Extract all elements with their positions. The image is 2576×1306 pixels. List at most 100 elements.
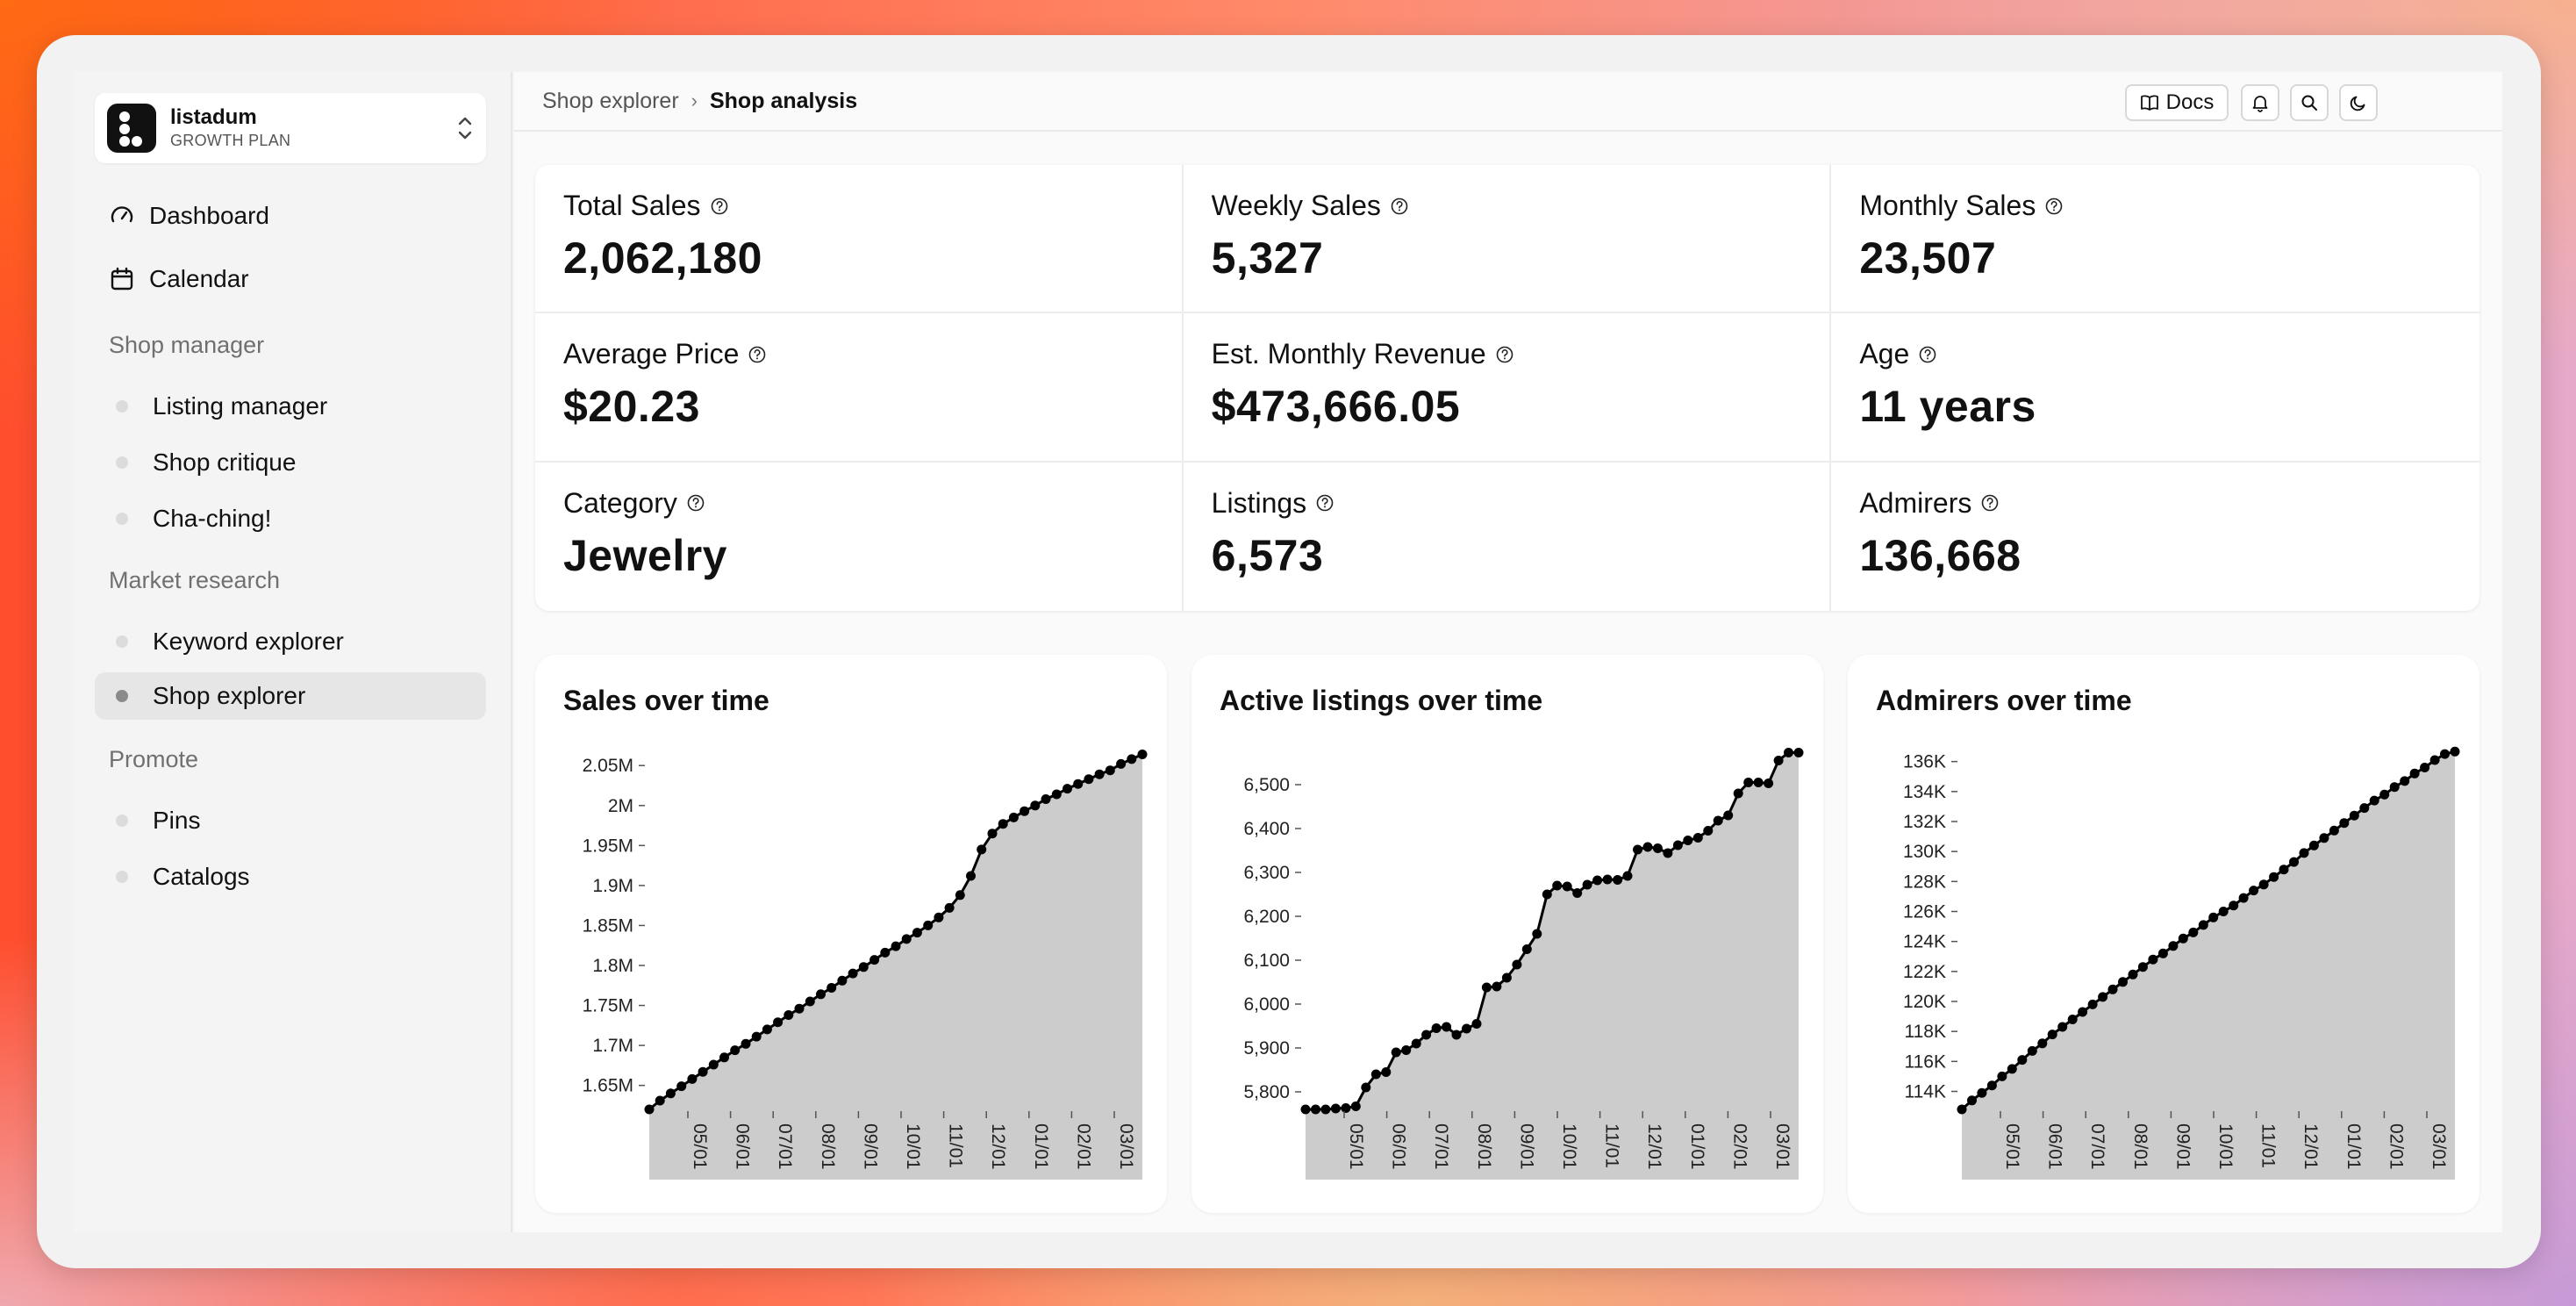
data-point: [1957, 1104, 1967, 1115]
data-point: [1300, 1104, 1311, 1115]
data-point: [1137, 750, 1148, 759]
y-tick-label: 6,000: [1243, 994, 1290, 1015]
workspace-plan: GROWTH PLAN: [170, 132, 291, 149]
docs-button-label: Docs: [2165, 90, 2215, 114]
data-point: [1997, 1071, 2007, 1081]
data-point: [1743, 778, 1754, 787]
docs-button[interactable]: Docs: [2125, 84, 2229, 121]
stat-value: 5,327: [1211, 233, 1324, 283]
data-point: [784, 1010, 794, 1020]
sidebar: listadum GROWTH PLAN Dashboard Calendar …: [74, 72, 512, 1232]
y-tick-label: 124K: [1903, 932, 1946, 952]
data-point: [2067, 1015, 2078, 1024]
data-point: [1462, 1023, 1471, 1034]
data-point: [1542, 889, 1552, 900]
sidebar-item-cha-ching[interactable]: Cha-ching!: [95, 495, 486, 542]
help-circle-icon[interactable]: [748, 345, 767, 364]
help-circle-icon[interactable]: [686, 493, 705, 513]
sidebar-item-catalogs[interactable]: Catalogs: [95, 853, 486, 901]
data-point: [1451, 1030, 1462, 1040]
data-point: [1492, 981, 1502, 992]
y-tick-label: 2.05M: [583, 756, 633, 776]
help-circle-icon[interactable]: [1980, 493, 2000, 513]
data-point: [869, 955, 880, 965]
data-point: [1613, 875, 1623, 885]
y-tick-label: 114K: [1905, 1082, 1947, 1102]
help-circle-icon[interactable]: [1918, 345, 1937, 364]
data-point: [2339, 818, 2350, 829]
stat-value: 136,668: [1859, 530, 2021, 580]
x-tick-label: 09/01: [1516, 1123, 1536, 1170]
stat-label: Category: [563, 486, 677, 519]
search-button[interactable]: [2290, 84, 2329, 121]
stat-weekly-sales: Weekly Sales 5,327: [1183, 165, 1832, 314]
x-tick-label: 06/01: [2045, 1123, 2065, 1170]
data-point: [2148, 954, 2158, 965]
data-point: [891, 941, 901, 951]
breadcrumb-current: Shop analysis: [709, 88, 858, 113]
data-point: [2258, 879, 2269, 890]
data-point: [2078, 1007, 2088, 1017]
data-point: [1784, 748, 1793, 757]
x-tick-label: 01/01: [2343, 1123, 2364, 1170]
sidebar-item-keyword-explorer[interactable]: Keyword explorer: [95, 618, 486, 665]
notifications-button[interactable]: [2241, 84, 2279, 121]
moon-icon: [2350, 96, 2365, 111]
stat-age: Age 11 years: [1831, 313, 2479, 463]
area-fill: [649, 754, 1142, 1180]
x-tick-label: 12/01: [2301, 1123, 2321, 1170]
data-point: [794, 1003, 805, 1014]
data-point: [1471, 1019, 1482, 1029]
sidebar-item-label: Cha-ching!: [153, 505, 272, 532]
data-point: [2098, 992, 2108, 1002]
data-point: [1692, 833, 1703, 843]
data-point: [934, 912, 944, 922]
data-point: [805, 996, 815, 1007]
stat-value: 11 years: [1859, 382, 2036, 432]
sidebar-item-shop-critique[interactable]: Shop critique: [95, 439, 486, 486]
data-point: [1642, 842, 1653, 852]
admirers-chart-card: Admirers over time 114K 116K 118K 120K 122K 1…: [1848, 655, 2479, 1213]
data-point: [880, 947, 891, 958]
sidebar-item-shop-explorer[interactable]: Shop explorer: [95, 672, 486, 720]
data-point: [2017, 1055, 2028, 1066]
y-tick-label: 1.7M: [592, 1036, 633, 1056]
nav-dashboard[interactable]: Dashboard: [95, 191, 486, 240]
data-point: [708, 1059, 719, 1070]
data-point: [1073, 779, 1084, 789]
data-point: [1020, 806, 1030, 816]
help-circle-icon[interactable]: [1315, 493, 1335, 513]
data-point: [998, 819, 1008, 829]
section-promote: Promote: [109, 746, 199, 772]
data-point: [2269, 872, 2279, 882]
theme-toggle-button[interactable]: [2339, 84, 2378, 121]
breadcrumb-parent[interactable]: Shop explorer: [542, 88, 679, 113]
data-point: [2128, 969, 2138, 980]
data-point: [2057, 1022, 2068, 1032]
help-circle-icon[interactable]: [2044, 197, 2064, 216]
help-circle-icon[interactable]: [710, 197, 729, 216]
data-point: [1008, 812, 1019, 822]
data-point: [1652, 843, 1663, 853]
data-point: [2178, 933, 2188, 944]
sidebar-item-listing-manager[interactable]: Listing manager: [95, 383, 486, 430]
data-point: [1401, 1045, 1412, 1055]
nav-calendar[interactable]: Calendar: [95, 255, 486, 304]
sidebar-item-pins[interactable]: Pins: [95, 797, 486, 844]
data-point: [2238, 893, 2249, 903]
data-point: [2007, 1064, 2017, 1074]
x-tick-label: 10/01: [2215, 1123, 2236, 1170]
data-point: [2409, 768, 2420, 779]
data-point: [1084, 774, 1094, 785]
help-circle-icon[interactable]: [1495, 345, 1514, 364]
active-listings-over-time-chart: 5,800 5,900 6,000 6,100 6,200 6,300 6,400 6,500…: [1243, 748, 1804, 1180]
data-point: [2249, 886, 2259, 896]
workspace-switcher[interactable]: listadum GROWTH PLAN: [95, 93, 486, 163]
stat-label: Age: [1859, 338, 1910, 370]
data-point: [1311, 1104, 1320, 1115]
data-point: [2450, 746, 2460, 757]
data-point: [1592, 875, 1603, 886]
help-circle-icon[interactable]: [1390, 197, 1409, 216]
area-fill: [1306, 752, 1799, 1180]
stat-label: Total Sales: [563, 190, 701, 221]
